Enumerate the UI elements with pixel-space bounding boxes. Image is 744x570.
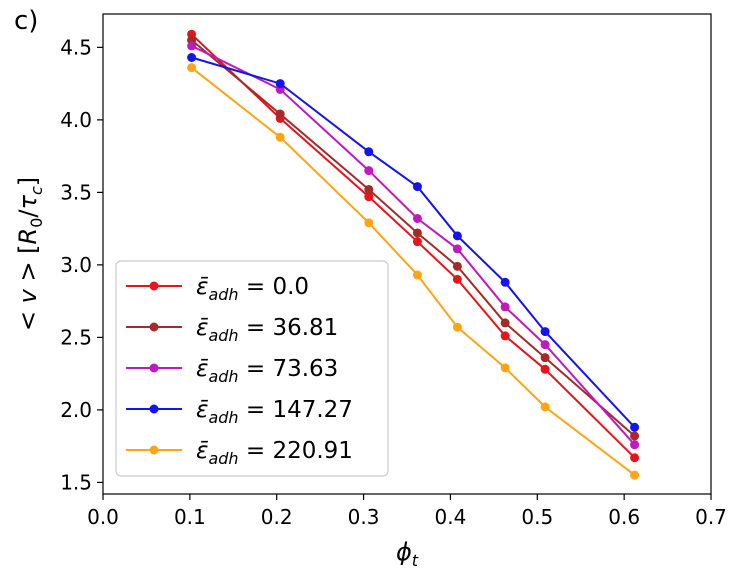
series-4-point-2 (364, 218, 374, 228)
legend-marker-1 (149, 322, 159, 332)
series-3-point-7 (630, 422, 640, 432)
panel-label: c) (14, 6, 39, 36)
series-2-point-6 (540, 340, 550, 350)
legend-marker-3 (149, 404, 159, 414)
series-2-point-5 (500, 302, 510, 312)
series-3-point-2 (364, 147, 374, 157)
series-4-point-4 (452, 322, 462, 332)
plot-layer (187, 29, 640, 480)
series-3-point-6 (540, 327, 550, 337)
y-tick-label: 4.5 (60, 35, 92, 59)
x-tick-label: 0.1 (174, 505, 206, 529)
series-4-point-1 (275, 132, 285, 142)
series-0-point-6 (540, 364, 550, 374)
legend: ε̄adh = 0.0 ε̄adh = 36.81 ε̄adh = 73.63 ε̄a… (115, 260, 389, 477)
x-tick-label: 0.4 (435, 505, 467, 529)
y-tick-label: 3.0 (60, 253, 92, 277)
legend-label-3: ε̄adh = 147.27 (196, 397, 353, 427)
series-1-point-2 (364, 184, 374, 194)
legend-box (115, 260, 389, 477)
series-2-point-7 (630, 440, 640, 450)
series-0-point-7 (630, 453, 640, 463)
legend-label-1: ε̄adh = 36.81 (196, 315, 338, 345)
y-tick-label: 1.5 (60, 470, 92, 494)
legend-marker-2 (149, 363, 159, 373)
series-3-point-0 (187, 53, 197, 63)
series-3-point-1 (275, 79, 285, 89)
series-1-point-3 (412, 228, 422, 238)
series-1-point-7 (630, 431, 640, 441)
series-line-2 (191, 45, 636, 446)
series-3-point-4 (452, 231, 462, 241)
series-4-point-6 (540, 402, 550, 412)
axes-frame (102, 13, 712, 495)
series-4-point-7 (630, 470, 640, 480)
series-4-point-5 (500, 363, 510, 373)
legend-marker-0 (149, 281, 159, 291)
series-2-point-0 (187, 41, 197, 51)
series-1-point-6 (540, 353, 550, 363)
legend-label-0: ε̄adh = 0.0 (196, 274, 309, 304)
series-line-4 (190, 66, 636, 476)
series-line-1 (190, 39, 636, 437)
series-3-point-3 (412, 182, 422, 192)
series-0-point-3 (412, 237, 422, 247)
legend-label-2: ε̄adh = 73.63 (196, 356, 338, 386)
series-2-point-4 (452, 244, 462, 254)
y-axis-label: < v > [R0/τc] (14, 177, 46, 331)
legend-label-4: ε̄adh = 220.91 (196, 438, 353, 468)
x-tick-label: 0.5 (521, 505, 553, 529)
series-1-point-5 (500, 318, 510, 328)
series-2-point-2 (364, 166, 374, 176)
series-line-3 (191, 56, 636, 428)
series-line-0 (190, 33, 636, 459)
legend-marker-4 (149, 445, 159, 455)
x-tick-label: 0.2 (261, 505, 293, 529)
series-3-point-5 (500, 277, 510, 287)
series-4-point-3 (412, 270, 422, 280)
series-2-point-3 (412, 213, 422, 223)
y-tick-label: 3.5 (60, 180, 92, 204)
series-1-point-1 (275, 109, 285, 119)
x-tick-label: 0.6 (608, 505, 640, 529)
y-tick-label: 4.0 (60, 108, 92, 132)
series-0-point-2 (364, 192, 374, 202)
series-0-point-4 (452, 274, 462, 284)
series-4-point-0 (187, 63, 197, 73)
x-tick-label: 0.3 (348, 505, 380, 529)
x-tick-label: 0.0 (87, 505, 119, 529)
series-0-point-5 (500, 331, 510, 341)
y-tick-label: 2.0 (60, 398, 92, 422)
series-1-point-4 (452, 261, 462, 271)
x-tick-label: 0.7 (695, 505, 727, 529)
y-tick-label: 2.5 (60, 325, 92, 349)
axes-layer: 0.0 0.1 0.2 0.3 0.4 0.5 0.6 0.7 1.5 2.0 2.5 3.0 3.5 4… (14, 13, 727, 570)
x-axis-label: ϕt (396, 538, 419, 570)
